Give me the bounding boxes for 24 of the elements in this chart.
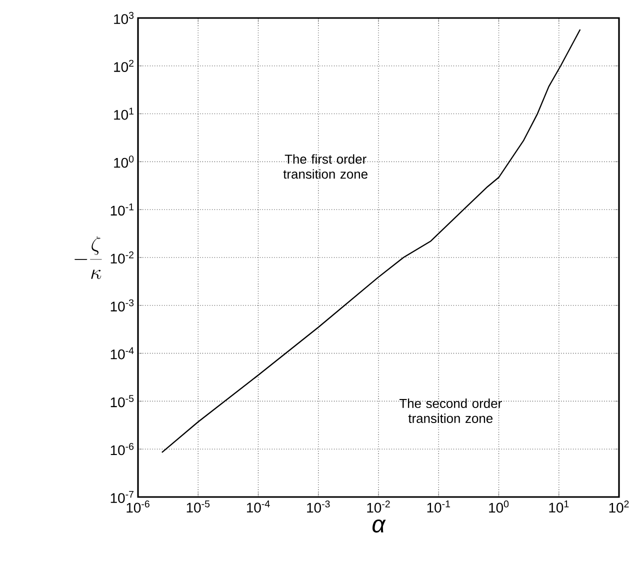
y-tick-label: 10$^{2}$ [114, 60, 134, 72]
y-tick-label: 10$^{-4}$ [110, 347, 134, 360]
y-tick-label: 10$^{1}$ [114, 108, 134, 120]
x-tick-label: 10$^{-4}$ [246, 500, 270, 513]
x-tick-label: 10$^{-6}$ [126, 500, 150, 513]
x-tick-label: 10$^{-1}$ [427, 500, 450, 513]
y-tick-label: 10$^{-1}$ [110, 204, 134, 216]
y-tick-label: 10$^{0}$ [114, 156, 134, 168]
x-tick-label: 10$^{1}$ [549, 500, 569, 513]
y-axis-title: $-\frac{\zeta}{\kappa}$ [74, 236, 102, 279]
x-tick-label: 10$^{-3}$ [307, 500, 330, 513]
annotation: The first order transition zone [283, 154, 368, 179]
x-tick-label: 10$^{0}$ [489, 500, 509, 513]
annotation: The second order transition zone [399, 398, 502, 423]
y-tick-label: 10$^{3}$ [114, 12, 134, 24]
y-tick-label: 10$^{-5}$ [110, 395, 134, 408]
x-axis-title: α [372, 520, 386, 533]
y-tick-label: 10$^{-2}$ [110, 251, 134, 264]
x-tick-label: 10$^{-2}$ [367, 500, 390, 513]
y-tick-label: 10$^{-6}$ [110, 443, 134, 456]
x-tick-label: 10$^{2}$ [609, 500, 629, 513]
y-tick-label: 10$^{-7}$ [110, 490, 134, 504]
y-tick-label: 10$^{-3}$ [110, 299, 134, 312]
x-tick-label: 10$^{-5}$ [186, 500, 210, 513]
